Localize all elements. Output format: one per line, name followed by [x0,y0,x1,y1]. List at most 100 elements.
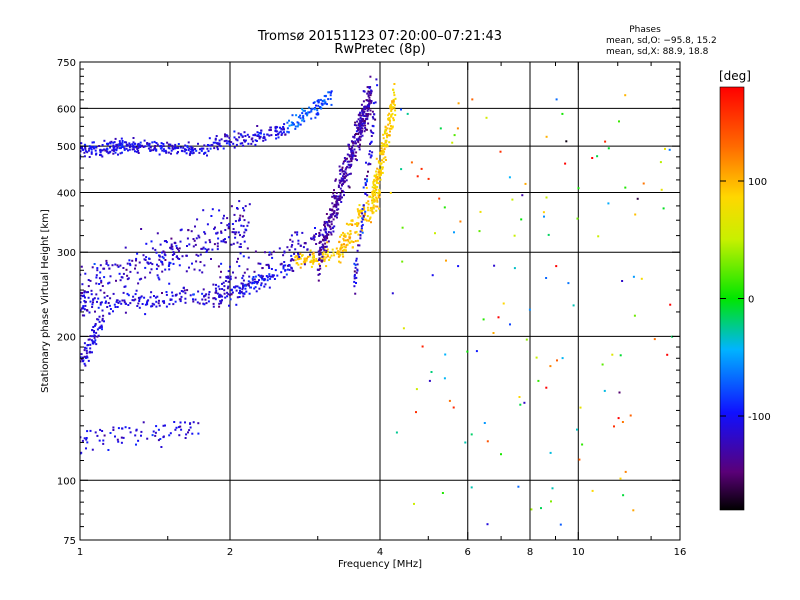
echo-point [303,259,306,262]
echo-point [95,153,97,156]
echo-point [313,259,316,262]
echo-point [239,214,242,217]
echo-point [150,305,153,308]
echo-point [380,152,383,155]
echo-point [349,236,352,239]
echo-point [250,142,253,145]
echo-point [99,150,102,153]
echo-point [223,289,226,292]
echo-point [177,147,179,149]
echo-point [327,231,330,234]
echo-point [113,148,116,151]
echo-point [229,265,231,268]
echo-point [228,144,231,147]
echo-point [113,303,116,306]
echo-point [231,291,234,294]
echo-point [84,148,87,151]
echo-point [212,297,215,300]
echo-point [629,414,632,417]
echo-point [337,255,340,258]
echo-point [338,254,341,257]
echo-point [327,217,330,220]
echo-point [313,108,316,111]
echo-point [290,245,293,248]
echo-point [162,435,165,438]
echo-point [138,298,141,300]
echo-point [326,237,329,240]
echo-point [311,256,314,259]
echo-point [92,146,95,148]
echo-point [366,114,369,117]
echo-point [137,296,140,299]
echo-point [83,342,86,345]
echo-point [132,146,135,149]
echo-point [215,289,218,292]
echo-point [353,277,356,280]
echo-point [240,291,243,294]
echo-point [270,253,273,256]
echo-point [187,229,190,232]
echo-point [96,318,99,321]
echo-point [151,141,154,144]
echo-point [372,125,375,128]
echo-point [186,146,189,149]
echo-point [204,241,207,244]
echo-point [247,221,250,224]
echo-point [85,447,87,450]
echo-point [226,295,229,298]
echo-point [83,291,86,294]
echo-point [134,267,136,270]
echo-point [367,90,370,93]
echo-point [342,160,345,163]
echo-point [219,276,222,279]
echo-point [220,262,223,265]
echo-point [331,195,334,198]
echo-point [248,284,250,287]
echo-point [322,247,325,250]
echo-point [178,258,181,260]
echo-points [80,75,674,526]
echo-point [330,223,333,226]
echo-point [372,182,375,185]
echo-point [209,241,212,244]
echo-point [82,305,85,308]
echo-point [321,103,324,106]
echo-point [254,143,257,146]
echo-point [110,140,113,143]
echo-point [125,141,128,144]
echo-point [367,94,370,97]
echo-point [316,260,319,262]
echo-point [89,279,92,282]
echo-point [366,107,369,110]
echo-point [290,266,293,269]
echo-point [242,295,245,298]
echo-point [377,168,380,171]
echo-point [159,243,162,246]
echo-point [258,279,260,282]
echo-point [299,123,302,126]
echo-point [366,178,368,181]
echo-point [239,243,242,246]
echo-point [359,123,361,126]
echo-point [124,426,127,429]
echo-point [257,274,260,277]
echo-point [430,371,433,373]
echo-point [263,136,266,139]
echo-point [171,147,174,150]
echo-point [135,146,138,149]
echo-point [224,229,227,231]
echo-point [299,252,302,255]
echo-point [162,143,165,145]
echo-point [333,194,335,197]
echo-point [167,146,170,149]
echo-point [236,260,238,263]
echo-point [216,248,219,251]
echo-point [155,251,158,254]
echo-point [282,264,285,267]
echo-point [391,100,394,103]
echo-point [241,282,244,285]
echo-point [218,139,221,142]
echo-point [310,238,313,241]
echo-point [126,292,129,295]
echo-point [342,255,345,258]
